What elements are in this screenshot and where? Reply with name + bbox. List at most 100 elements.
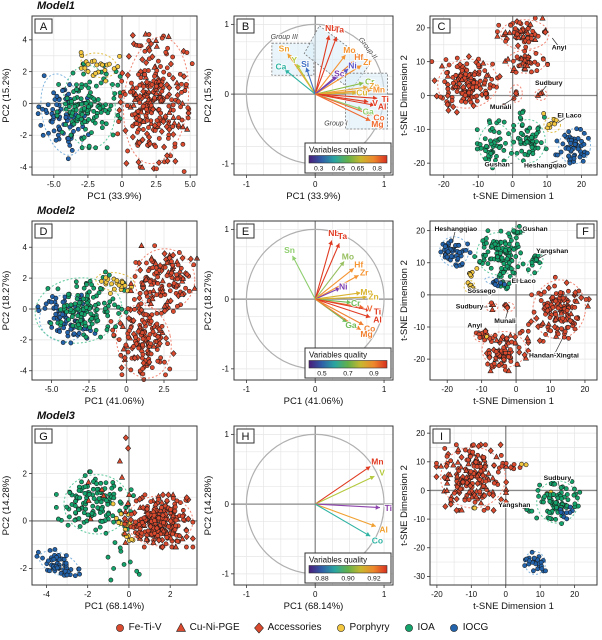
svg-text:1: 1 <box>382 180 387 189</box>
svg-text:Ti: Ti <box>374 307 381 317</box>
model1-title: Model1 <box>37 0 75 12</box>
circle-marker-icon <box>336 623 345 632</box>
legend-item-label: Cu-Ni-PGE <box>189 622 240 633</box>
svg-text:Variables quality: Variables quality <box>309 146 367 155</box>
svg-text:Yangshan: Yangshan <box>498 502 530 509</box>
svg-text:-2: -2 <box>20 131 28 140</box>
svg-text:A: A <box>40 21 48 33</box>
svg-text:Y: Y <box>291 55 297 65</box>
svg-text:Sc: Sc <box>334 69 345 79</box>
svg-text:Mn: Mn <box>373 84 385 94</box>
svg-text:0: 0 <box>313 180 318 189</box>
svg-text:Cu: Cu <box>356 88 367 98</box>
svg-text:Sudbury: Sudbury <box>535 80 563 87</box>
svg-text:Munali: Munali <box>490 104 512 111</box>
svg-text:2: 2 <box>23 274 28 283</box>
legend-item-label: Fe-Ti-V <box>128 622 162 633</box>
svg-text:-5.0: -5.0 <box>45 385 59 394</box>
legend-item-label: IOCG <box>462 622 489 633</box>
svg-text:t-SNE Dimension 1: t-SNE Dimension 1 <box>473 601 554 612</box>
svg-text:1: 1 <box>382 385 387 394</box>
svg-text:10: 10 <box>543 180 552 189</box>
svg-text:-2: -2 <box>20 336 28 345</box>
svg-text:PC1 (41.06%): PC1 (41.06%) <box>85 396 145 407</box>
svg-text:t-SNE Dimension 1: t-SNE Dimension 1 <box>473 191 554 202</box>
svg-text:0: 0 <box>120 180 125 189</box>
svg-text:El Laco: El Laco <box>557 112 581 119</box>
svg-text:PC1 (68.14%): PC1 (68.14%) <box>85 601 145 612</box>
svg-text:PC2 (14.28%): PC2 (14.28%) <box>1 476 12 536</box>
svg-text:PC1 (41.06%): PC1 (41.06%) <box>284 396 344 407</box>
svg-text:20: 20 <box>416 24 425 33</box>
legend-item-porphyry: Porphyry <box>335 622 390 634</box>
svg-text:Heshangqiao: Heshangqiao <box>524 162 567 169</box>
svg-text:Co: Co <box>373 113 384 123</box>
svg-text:0: 0 <box>124 385 129 394</box>
svg-text:Si: Si <box>301 59 309 69</box>
svg-text:0: 0 <box>225 500 230 509</box>
svg-text:-20: -20 <box>438 180 450 189</box>
triangle-marker-icon <box>175 622 186 632</box>
svg-text:4: 4 <box>23 243 28 252</box>
svg-text:PC1 (68.14%): PC1 (68.14%) <box>284 601 344 612</box>
svg-text:Nb: Nb <box>328 228 339 238</box>
svg-text:Ni: Ni <box>339 281 348 291</box>
svg-text:-1: -1 <box>243 180 251 189</box>
svg-text:PC1 (33.9%): PC1 (33.9%) <box>286 191 340 202</box>
svg-text:Mo: Mo <box>343 45 355 55</box>
svg-text:-10: -10 <box>476 385 488 394</box>
svg-text:Ca: Ca <box>276 62 287 72</box>
svg-text:0.8: 0.8 <box>373 166 383 173</box>
svg-text:0: 0 <box>23 99 28 108</box>
legend-item-fe-ti-v: Fe-Ti-V <box>114 622 162 634</box>
svg-text:Co: Co <box>372 535 383 545</box>
svg-text:0: 0 <box>514 385 519 394</box>
svg-text:t-SNE Dimension 2: t-SNE Dimension 2 <box>399 260 410 341</box>
svg-text:Anyi: Anyi <box>552 44 567 51</box>
svg-text:D: D <box>40 226 48 238</box>
legend-item-iocg: IOCG <box>448 622 489 634</box>
svg-text:1: 1 <box>225 430 230 439</box>
svg-text:-2.5: -2.5 <box>82 385 96 394</box>
svg-text:Heshangqiao: Heshangqiao <box>434 226 477 233</box>
model1-row: Model1 -5.0 -2.5 0 2.5 5.0 -4 -2 0 2 4 PC1 (33.9%)… <box>0 0 602 205</box>
panel-D-scatter-plot: -5.0 -2.5 0 2.5 -4 -2 0 2 4 PC1 (41.06%) PC2 (18.2… <box>0 218 202 410</box>
panel-I-scatter-plot: Sudbury Yangshan -20 -10 0 10 20 -30 -20 -10 0 10 20… <box>398 423 602 615</box>
circle-marker-icon <box>449 623 458 632</box>
svg-text:-4: -4 <box>20 163 28 172</box>
category-legend: Fe-Ti-V Cu-Ni-PGE Accessories Porphyry IOA IO… <box>0 615 602 640</box>
svg-text:20: 20 <box>577 180 586 189</box>
circle-marker-icon <box>115 623 124 632</box>
svg-text:Handan-Xingtai: Handan-Xingtai <box>529 352 579 359</box>
panel-F-scatter-plot: Heshangqiao Gushan Yangshan El Laco Sossego S… <box>398 218 602 410</box>
legend-item-cu-ni-pge: Cu-Ni-PGE <box>175 622 240 634</box>
svg-text:-1: -1 <box>243 590 251 599</box>
svg-text:B: B <box>242 21 249 33</box>
svg-text:Variables quality: Variables quality <box>309 556 367 565</box>
svg-text:0.45: 0.45 <box>332 166 345 173</box>
panel-G-scatter-plot: -4 -2 0 2 -2 0 2 PC1 (68.14%) PC2 (14.28%) G <box>0 423 202 615</box>
svg-text:10: 10 <box>536 590 545 599</box>
svg-text:-1: -1 <box>222 160 230 169</box>
svg-text:Al: Al <box>373 315 382 325</box>
svg-text:0.92: 0.92 <box>367 576 380 583</box>
svg-text:Sudbury: Sudbury <box>456 304 484 311</box>
svg-text:-20: -20 <box>413 355 425 364</box>
svg-text:1: 1 <box>225 20 230 29</box>
svg-text:PC2 (15.2%): PC2 (15.2%) <box>203 68 214 122</box>
svg-text:2: 2 <box>23 469 28 478</box>
svg-text:PC2 (18.27%): PC2 (18.27%) <box>203 271 214 331</box>
svg-text:-10: -10 <box>413 515 425 524</box>
svg-text:Mg: Mg <box>360 329 372 339</box>
svg-text:-4: -4 <box>20 367 28 376</box>
svg-text:2: 2 <box>168 590 173 599</box>
svg-text:Anyi: Anyi <box>467 322 482 329</box>
svg-text:-10: -10 <box>413 125 425 134</box>
svg-text:1: 1 <box>382 590 387 599</box>
svg-text:H: H <box>242 431 250 443</box>
svg-text:4: 4 <box>23 36 28 45</box>
svg-text:PC2 (14.28%): PC2 (14.28%) <box>203 476 214 536</box>
svg-text:Sn: Sn <box>284 245 295 255</box>
